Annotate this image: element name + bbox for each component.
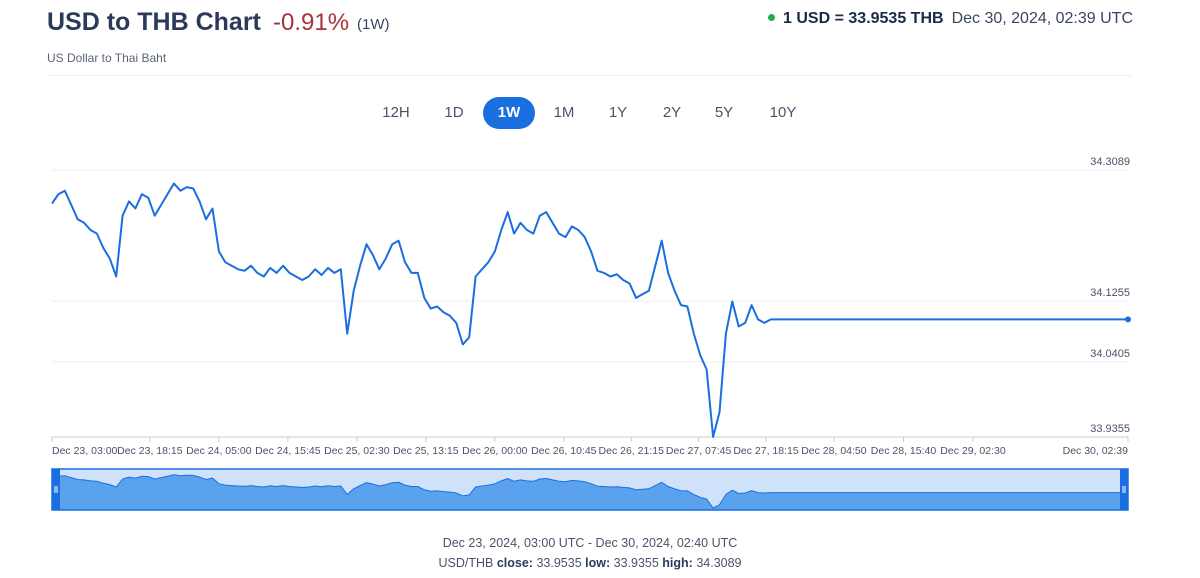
tab-10y[interactable]: 10Y — [769, 104, 797, 121]
close-value: 33.9535 — [536, 556, 582, 570]
y-tick-label: 34.3089 — [1090, 156, 1130, 168]
tab-1m[interactable]: 1M — [553, 104, 575, 121]
chart-footer: Dec 23, 2024, 03:00 UTC - Dec 30, 2024, … — [0, 533, 1180, 573]
tab-5y[interactable]: 5Y — [714, 104, 734, 121]
x-tick-label: Dec 26, 10:45 — [531, 445, 597, 457]
x-tick-label: Dec 28, 04:50 — [801, 445, 867, 457]
stats-line: USD/THB close: 33.9535 low: 33.9355 high… — [0, 553, 1180, 573]
navigator-handle-left[interactable] — [52, 469, 60, 510]
chart-header: USD to THB Chart -0.91% (1W) US Dollar t… — [47, 6, 1137, 76]
live-rate: 1 USD = 33.9535 THB Dec 30, 2024, 02:39 U… — [768, 10, 1133, 28]
price-line — [51, 182, 1128, 438]
x-tick-label: Dec 27, 07:45 — [666, 445, 732, 457]
change-period: (1W) — [357, 16, 390, 33]
tab-2y[interactable]: 2Y — [662, 104, 682, 121]
date-range: Dec 23, 2024, 03:00 UTC - Dec 30, 2024, … — [442, 536, 738, 550]
high-value: 34.3089 — [696, 556, 742, 570]
x-tick-label: Dec 27, 18:15 — [733, 445, 799, 457]
x-tick-label: Dec 24, 15:45 — [255, 445, 321, 457]
high-label: high: — [662, 556, 693, 570]
rate-value: 1 USD = 33.9535 THB — [783, 10, 944, 27]
tab-1d[interactable]: 1D — [444, 104, 464, 121]
y-tick-label: 33.9355 — [1090, 423, 1130, 435]
x-tick-label: Dec 28, 15:40 — [871, 445, 937, 457]
rate-timestamp: Dec 30, 2024, 02:39 UTC — [951, 10, 1133, 27]
x-tick-label: Dec 23, 18:15 — [117, 445, 183, 457]
x-tick-label: Dec 25, 13:15 — [393, 445, 459, 457]
tab-12h[interactable]: 12H — [382, 104, 410, 121]
y-tick-label: 34.0405 — [1090, 348, 1130, 360]
x-tick-label: Dec 26, 00:00 — [462, 445, 528, 457]
navigator-handle-right[interactable] — [1120, 469, 1128, 510]
x-tick-label: Dec 23, 03:00 — [52, 445, 118, 457]
last-point-marker — [1125, 316, 1131, 323]
live-dot-icon — [768, 14, 776, 22]
x-tick-label: Dec 25, 02:30 — [324, 445, 390, 457]
tab-1w[interactable]: 1W — [483, 97, 535, 129]
pair-label: USD/THB — [438, 556, 494, 570]
low-label: low: — [585, 556, 611, 570]
x-tick-label: Dec 29, 02:30 — [940, 445, 1006, 457]
navigator-area — [51, 474, 1129, 511]
page-subtitle: US Dollar to Thai Baht — [47, 51, 167, 65]
change-percent: -0.91% — [273, 9, 350, 36]
tab-1y[interactable]: 1Y — [608, 104, 628, 121]
x-tick-label: Dec 30, 02:39 — [1063, 445, 1129, 457]
y-tick-label: 34.1255 — [1090, 287, 1130, 299]
low-value: 33.9355 — [613, 556, 659, 570]
header-divider — [47, 75, 1132, 76]
page-title: USD to THB Chart — [47, 8, 261, 36]
x-tick-label: Dec 24, 05:00 — [186, 445, 252, 457]
close-label: close: — [496, 556, 533, 570]
x-tick-label: Dec 26, 21:15 — [599, 445, 665, 457]
